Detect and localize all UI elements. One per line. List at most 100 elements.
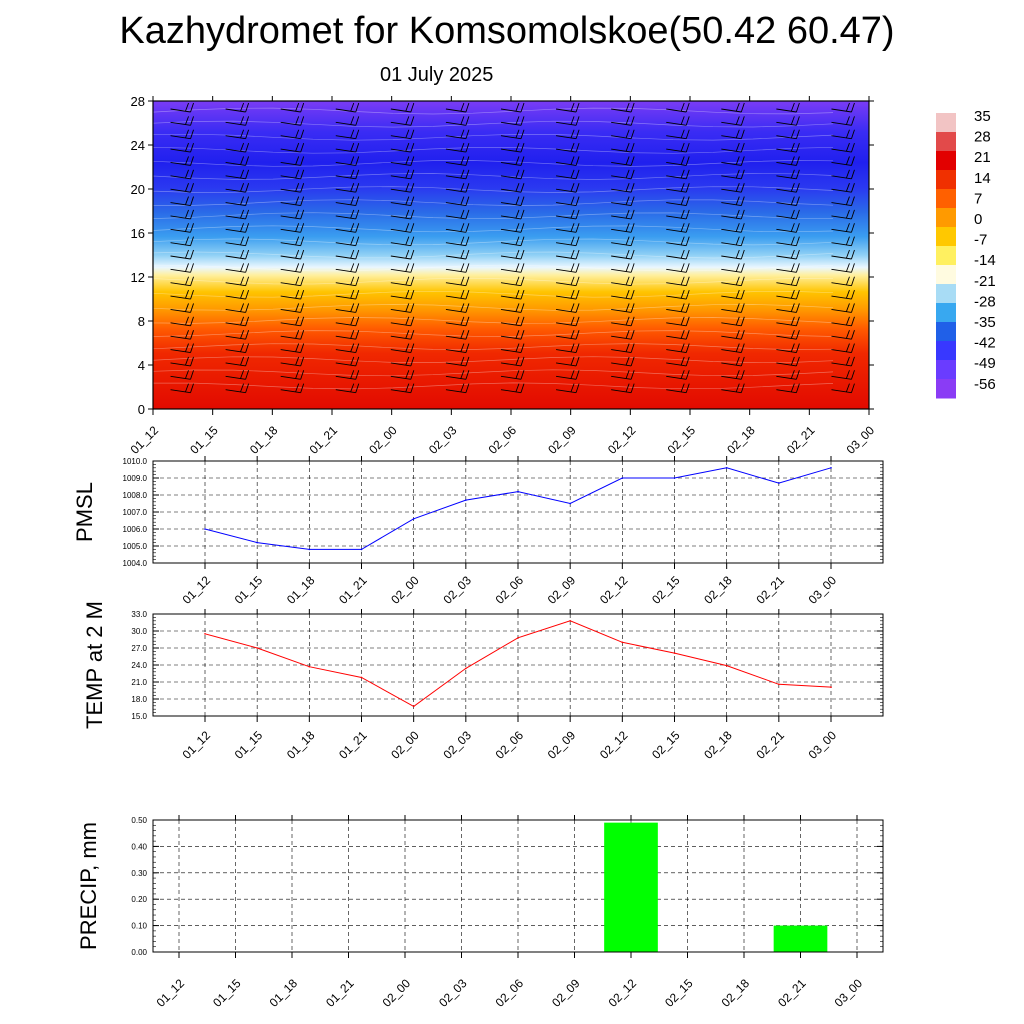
wind-barb	[335, 102, 360, 113]
wind-barb	[445, 330, 470, 340]
colorbar-segment	[936, 360, 956, 380]
wind-barb	[335, 116, 360, 126]
wind-barb	[721, 249, 745, 260]
wind-barb	[611, 303, 635, 313]
wind-barb	[556, 102, 580, 113]
wind-barb	[500, 116, 525, 126]
wind-barb	[831, 236, 855, 247]
y-tick-label: 1010.0	[123, 457, 148, 466]
wind-barb	[666, 142, 690, 153]
wind-barb	[556, 209, 580, 220]
wind-barb	[500, 263, 525, 273]
wind-barb	[335, 263, 360, 273]
data-point	[360, 676, 363, 679]
wind-barb	[170, 370, 194, 380]
data-point	[673, 477, 676, 479]
wind-barb	[666, 102, 690, 113]
heatmap-field	[153, 101, 869, 409]
wind-barb	[666, 276, 690, 287]
wind-barb	[390, 156, 415, 166]
wind-barb	[335, 316, 360, 327]
colorbar-segment	[936, 322, 956, 342]
wind-barb	[556, 303, 580, 313]
wind-barb	[776, 316, 800, 327]
wind-barb	[556, 169, 580, 180]
wind-barb	[170, 156, 194, 166]
wind-barb	[776, 116, 800, 126]
y-axis-label: PRECIP, mm	[76, 822, 101, 950]
x-tick-label: 02_09	[549, 976, 583, 1010]
wind-barb	[611, 343, 635, 353]
wind-barb	[445, 356, 470, 367]
wind-barb	[280, 383, 305, 394]
wind-barb	[225, 129, 250, 140]
wind-barb	[556, 196, 580, 206]
wind-barb	[170, 303, 194, 313]
wind-barb	[390, 289, 415, 300]
y-tick-label: 12	[131, 270, 145, 285]
x-tick-label: 01_21	[336, 573, 370, 607]
colorbar-label: -35	[974, 314, 996, 331]
wind-barb	[390, 223, 415, 233]
colorbar-segment	[936, 132, 956, 152]
x-tick-label: 01_15	[232, 573, 266, 607]
wind-barb	[556, 383, 580, 394]
wind-barb	[335, 330, 360, 340]
y-tick-label: 30.0	[131, 627, 147, 636]
wind-barb	[776, 330, 800, 340]
x-tick-label: 01_21	[323, 976, 357, 1010]
x-tick-label: 03_00	[806, 728, 840, 762]
data-point	[204, 633, 206, 635]
y-tick-label: 1009.0	[123, 474, 148, 483]
wind-barb	[831, 289, 855, 300]
wind-barb	[776, 223, 800, 233]
wind-barb	[721, 223, 745, 233]
wind-barb	[721, 343, 745, 353]
x-tick-label: 03_00	[806, 573, 840, 607]
wind-barb	[776, 303, 800, 313]
wind-barb	[721, 129, 745, 140]
wind-barb	[390, 116, 415, 126]
wind-barb	[225, 142, 250, 153]
wind-barb	[500, 183, 525, 193]
data-point	[830, 686, 832, 688]
wind-barb	[445, 249, 470, 260]
wind-barb	[280, 156, 305, 166]
wind-barb	[556, 343, 580, 353]
wind-barb	[556, 116, 580, 126]
colorbar-segment	[936, 151, 956, 171]
data-point	[412, 705, 415, 708]
y-tick-label: 0.00	[131, 948, 147, 957]
wind-barb	[721, 303, 745, 313]
wind-barb	[721, 169, 745, 180]
wind-barb	[445, 370, 470, 380]
wind-barb	[280, 249, 305, 260]
x-tick-label: 02_06	[493, 976, 527, 1010]
wind-barb	[776, 169, 800, 180]
colorbar-label: -14	[974, 252, 996, 269]
x-tick-label: 02_21	[753, 573, 787, 607]
wind-barb	[556, 236, 580, 247]
x-tick-label: 02_15	[665, 423, 699, 457]
wind-barb	[335, 209, 360, 220]
wind-barb	[280, 129, 305, 140]
data-point	[621, 477, 624, 479]
wind-barb	[721, 289, 745, 300]
wind-barb	[335, 249, 360, 260]
y-tick-label: 8	[138, 314, 145, 329]
wind-barb	[500, 236, 525, 247]
wind-barb	[776, 236, 800, 247]
wind-barb	[666, 223, 690, 233]
wind-barb	[335, 343, 360, 353]
y-tick-label: 0.20	[131, 895, 147, 904]
wind-barb	[170, 142, 194, 153]
x-tick-label: 02_06	[486, 423, 520, 457]
wind-barb	[500, 129, 525, 140]
wind-barb	[280, 209, 305, 220]
wind-barb	[170, 263, 194, 273]
panel-frame	[152, 460, 884, 564]
colorbar-label: 21	[974, 149, 991, 166]
wind-barb	[721, 356, 745, 367]
wind-barb	[445, 289, 470, 300]
wind-barb	[280, 316, 305, 327]
